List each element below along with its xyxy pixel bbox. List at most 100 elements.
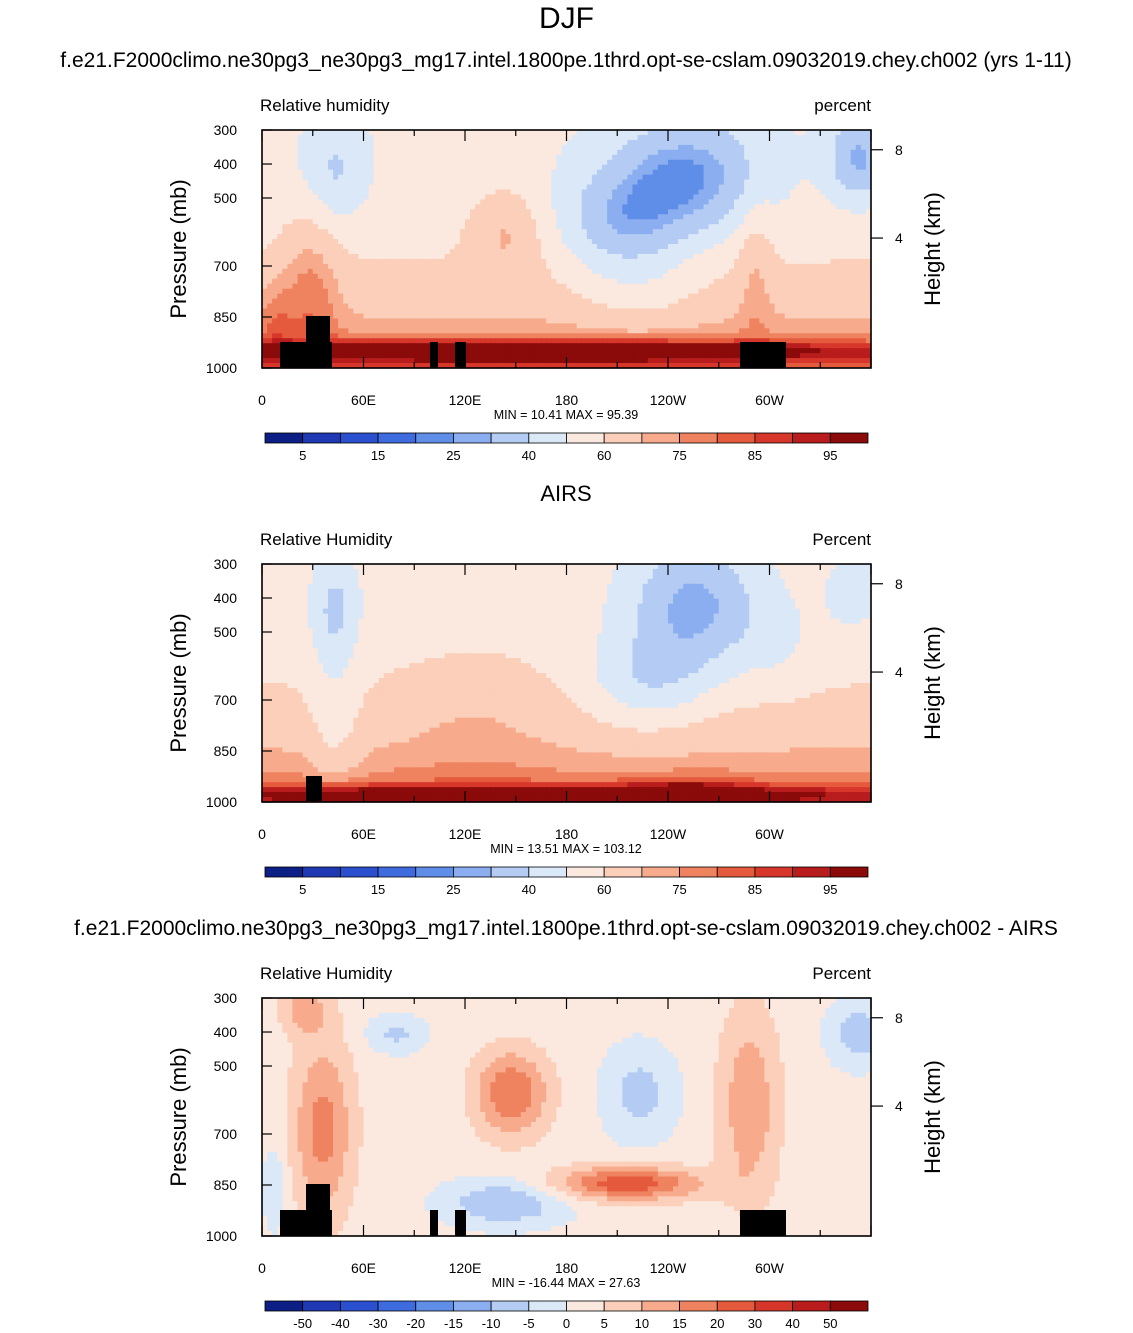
heatmap-cell bbox=[404, 234, 410, 240]
heatmap-cell bbox=[572, 140, 578, 146]
heatmap-cell bbox=[709, 259, 715, 265]
heatmap-cell bbox=[805, 150, 811, 156]
heatmap-cell bbox=[739, 214, 745, 220]
heatmap-cell bbox=[277, 289, 283, 295]
heatmap-cell bbox=[617, 224, 623, 230]
heatmap-cell bbox=[653, 259, 659, 265]
heatmap-cell bbox=[399, 313, 405, 319]
heatmap-cell bbox=[749, 160, 755, 166]
heatmap-cell bbox=[495, 249, 501, 255]
heatmap-cell bbox=[612, 170, 618, 176]
heatmap-cell bbox=[663, 190, 669, 196]
heatmap-cell bbox=[551, 254, 557, 260]
heatmap-cell bbox=[450, 180, 456, 186]
heatmap-cell bbox=[282, 284, 288, 290]
heatmap-cell bbox=[424, 254, 430, 260]
heatmap-cell bbox=[369, 140, 375, 146]
heatmap-cell bbox=[617, 234, 623, 240]
heatmap-cell bbox=[404, 155, 410, 161]
heatmap-cell bbox=[597, 190, 603, 196]
heatmap-cell bbox=[704, 249, 710, 255]
heatmap-cell bbox=[759, 135, 765, 141]
heatmap-cell bbox=[820, 229, 826, 235]
heatmap-cell bbox=[612, 304, 618, 310]
heatmap-cell bbox=[333, 185, 339, 191]
heatmap-cell bbox=[617, 279, 623, 285]
heatmap-cell bbox=[683, 224, 689, 230]
heatmap-cell bbox=[267, 219, 273, 225]
heatmap-cell bbox=[683, 259, 689, 265]
heatmap-cell bbox=[734, 224, 740, 230]
heatmap-cell bbox=[729, 313, 735, 319]
heatmap-cell bbox=[475, 249, 481, 255]
heatmap-cell bbox=[719, 140, 725, 146]
heatmap-cell bbox=[267, 145, 273, 151]
heatmap-cell bbox=[770, 145, 776, 151]
heatmap-cell bbox=[759, 309, 765, 315]
heatmap-cell bbox=[785, 328, 791, 334]
heatmap-cell bbox=[389, 190, 395, 196]
heatmap-cell bbox=[820, 269, 826, 275]
heatmap-cell bbox=[617, 135, 623, 141]
heatmap-cell bbox=[480, 254, 486, 260]
heatmap-cell bbox=[709, 170, 715, 176]
heatmap-cell bbox=[775, 289, 781, 295]
heatmap-cell bbox=[744, 145, 750, 151]
heatmap-cell bbox=[617, 214, 623, 220]
heatmap-cell bbox=[358, 234, 364, 240]
heatmap-cell bbox=[338, 323, 344, 329]
heatmap-cell bbox=[465, 229, 471, 235]
heatmap-cell bbox=[303, 150, 309, 156]
heatmap-cell bbox=[775, 165, 781, 171]
heatmap-cell bbox=[455, 130, 461, 136]
heatmap-cell bbox=[480, 239, 486, 245]
heatmap-cell bbox=[663, 274, 669, 280]
heatmap-cell bbox=[470, 224, 476, 230]
heatmap-cell bbox=[455, 180, 461, 186]
heatmap-cell bbox=[399, 160, 405, 166]
heatmap-cell bbox=[846, 254, 852, 260]
heatmap-cell bbox=[698, 313, 704, 319]
heatmap-cell bbox=[409, 160, 415, 166]
heatmap-cell bbox=[358, 219, 364, 225]
heatmap-cell bbox=[313, 135, 319, 141]
heatmap-cell bbox=[749, 279, 755, 285]
heatmap-cell bbox=[536, 229, 542, 235]
heatmap-cell bbox=[267, 150, 273, 156]
heatmap-cell bbox=[465, 219, 471, 225]
heatmap-cell bbox=[592, 185, 598, 191]
heatmap-cell bbox=[419, 199, 425, 205]
heatmap-cell bbox=[714, 234, 720, 240]
heatmap-cell bbox=[511, 284, 517, 290]
heatmap-cell bbox=[262, 219, 268, 225]
heatmap-cell bbox=[348, 284, 354, 290]
heatmap-cell bbox=[658, 259, 664, 265]
heatmap-cell bbox=[308, 199, 314, 205]
heatmap-cell bbox=[531, 199, 537, 205]
heatmap-cell bbox=[587, 254, 593, 260]
heatmap-cell bbox=[810, 299, 816, 305]
heatmap-cell bbox=[338, 135, 344, 141]
heatmap-cell bbox=[495, 199, 501, 205]
heatmap-cell bbox=[678, 160, 684, 166]
heatmap-cell bbox=[851, 185, 857, 191]
heatmap-cell bbox=[627, 214, 633, 220]
heatmap-cell bbox=[754, 229, 760, 235]
heatmap-cell bbox=[450, 170, 456, 176]
heatmap-cell bbox=[800, 219, 806, 225]
heatmap-cell bbox=[440, 140, 446, 146]
heatmap-cell bbox=[445, 309, 451, 315]
heatmap-cell bbox=[516, 294, 522, 300]
heatmap-cell bbox=[764, 318, 770, 324]
heatmap-cell bbox=[267, 289, 273, 295]
heatmap-cell bbox=[556, 269, 562, 275]
heatmap-cell bbox=[572, 304, 578, 310]
heatmap-cell bbox=[678, 170, 684, 176]
heatmap-cell bbox=[541, 309, 547, 315]
heatmap-cell bbox=[414, 219, 420, 225]
heatmap-cell bbox=[632, 294, 638, 300]
heatmap-cell bbox=[394, 289, 400, 295]
heatmap-cell bbox=[698, 294, 704, 300]
heatmap-cell bbox=[800, 313, 806, 319]
heatmap-cell bbox=[404, 304, 410, 310]
